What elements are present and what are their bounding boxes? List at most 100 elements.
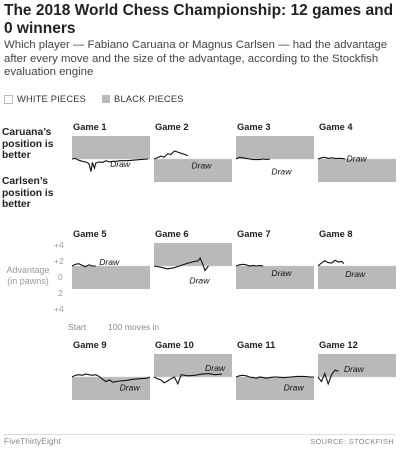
game-title: Game 10 (155, 340, 194, 350)
bottom-half-shading (236, 266, 314, 289)
game-panel: Game 5 Draw (72, 229, 150, 291)
game-plot: Draw (154, 136, 232, 182)
game-title: Game 11 (237, 340, 276, 350)
y-tick-zero: 0 (58, 272, 63, 282)
x-axis-end-label: 100 moves in (108, 322, 160, 332)
legend: WHITE PIECES BLACK PIECES (4, 94, 184, 104)
result-label: Draw (205, 363, 226, 373)
game-panel: Game 12 Draw (318, 340, 396, 402)
game-title: Game 5 (73, 229, 107, 239)
eval-line (236, 156, 271, 161)
legend-black-label: BLACK PIECES (114, 94, 184, 104)
footer-divider (4, 434, 396, 435)
top-half-shading (72, 136, 150, 159)
result-label: Draw (99, 257, 120, 267)
game-panel: Game 4 Draw (318, 122, 396, 184)
top-half-shading (236, 136, 314, 159)
top-half-shading (236, 354, 314, 377)
result-label: Draw (191, 160, 212, 170)
top-half-shading (318, 243, 396, 266)
eval-line (154, 150, 189, 160)
game-title: Game 7 (237, 229, 271, 239)
game-title: Game 12 (319, 340, 358, 350)
game-title: Game 4 (319, 122, 353, 132)
chart-title: The 2018 World Chess Championship: 12 ga… (4, 2, 394, 37)
caruana-better-label: Caruana’s position is better (2, 127, 54, 161)
eval-line (236, 374, 314, 379)
legend-white-label: WHITE PIECES (17, 94, 87, 104)
result-label: Draw (345, 269, 366, 279)
game-panel: Game 1 Draw (72, 122, 150, 184)
top-half-shading (318, 136, 396, 159)
game-plot: Draw (72, 136, 150, 182)
y-tick-lower: 2 (58, 288, 63, 298)
footer-brand: FiveThirtyEight (4, 436, 61, 446)
game-plot: Draw (236, 136, 314, 182)
footer-source: SOURCE: STOCKFISH (310, 437, 394, 446)
result-label: Draw (271, 268, 292, 278)
game-plot: Draw (318, 354, 396, 400)
x-axis-start-label: Start (68, 322, 87, 332)
bottom-half-shading (72, 377, 150, 400)
result-label: Draw (189, 275, 210, 285)
game-panel: Game 3 Draw (236, 122, 314, 184)
bottom-half-shading (154, 266, 232, 289)
result-label: Draw (110, 159, 131, 169)
bottom-half-shading (236, 159, 314, 182)
game-plot: Draw (154, 354, 232, 400)
game-title: Game 8 (319, 229, 353, 239)
game-plot: Draw (318, 243, 396, 289)
bottom-half-shading (318, 377, 396, 400)
game-title: Game 6 (155, 229, 189, 239)
game-panel: Game 8 Draw (318, 229, 396, 291)
y-tick-upper: +2 (54, 256, 64, 266)
bottom-half-shading (318, 159, 396, 182)
top-half-shading (72, 354, 150, 377)
chart-subtitle: Which player — Fabiano Caruana or Magnus… (4, 39, 388, 78)
top-half-shading (154, 243, 232, 266)
top-half-shading (154, 354, 232, 377)
bottom-half-shading (318, 266, 396, 289)
game-plot: Draw (236, 354, 314, 400)
game-plot: Draw (236, 243, 314, 289)
result-label: Draw (344, 364, 365, 374)
eval-line (72, 263, 96, 268)
result-label: Draw (120, 382, 141, 392)
result-label: Draw (271, 167, 292, 177)
game-plot: Draw (72, 354, 150, 400)
game-title: Game 3 (237, 122, 271, 132)
game-panel: Game 2 Draw (154, 122, 232, 184)
carlsen-better-label: Carlsen’s position is better (2, 176, 54, 210)
game-panel: Game 11 Draw (236, 340, 314, 402)
y-tick-top: +4 (54, 240, 64, 250)
game-plot: Draw (318, 136, 396, 182)
bottom-half-shading (154, 159, 232, 182)
eval-line (318, 259, 345, 267)
game-panel: Game 6 Draw (154, 229, 232, 291)
legend-white-swatch (4, 94, 13, 104)
legend-black-swatch (102, 95, 111, 103)
eval-line (318, 156, 346, 160)
game-panel: Game 10 Draw (154, 340, 232, 402)
game-title: Game 1 (73, 122, 107, 132)
eval-line (72, 157, 149, 172)
y-axis-title: Advantage (in pawns) (6, 265, 50, 286)
eval-line (236, 263, 264, 267)
bottom-half-shading (154, 377, 232, 400)
top-half-shading (154, 136, 232, 159)
result-label: Draw (347, 153, 368, 163)
game-title: Game 9 (73, 340, 107, 350)
eval-line (72, 373, 150, 383)
y-tick-bottom: +4 (54, 304, 64, 314)
result-label: Draw (284, 382, 305, 392)
game-title: Game 2 (155, 122, 189, 132)
game-panel: Game 7 Draw (236, 229, 314, 291)
bottom-half-shading (236, 377, 314, 400)
eval-line (154, 373, 223, 386)
eval-line (318, 369, 339, 386)
bottom-half-shading (72, 266, 150, 289)
top-half-shading (72, 243, 150, 266)
game-panel: Game 9 Draw (72, 340, 150, 402)
game-plot: Draw (154, 243, 232, 289)
eval-line (154, 256, 209, 272)
